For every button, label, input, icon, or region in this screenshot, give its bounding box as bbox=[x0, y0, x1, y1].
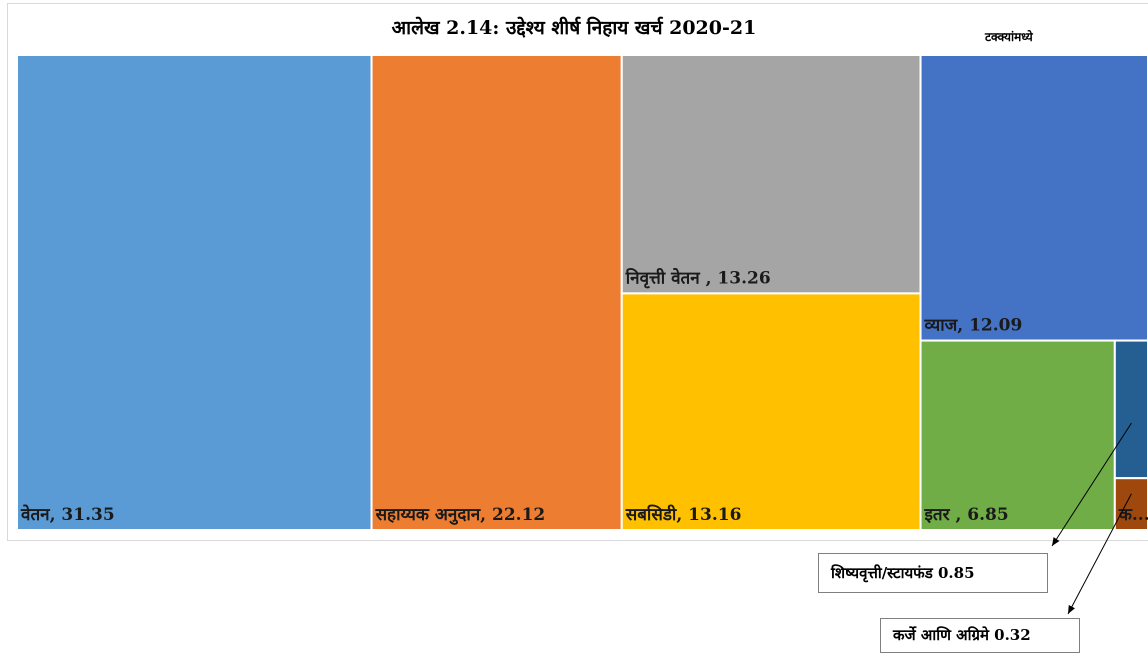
tile-subsidy-label: सबसिडी, 13.16 bbox=[625, 504, 742, 525]
tile-loans bbox=[1113, 477, 1148, 532]
chart-title: आलेख 2.14: उद्देश्य शीर्ष निहाय खर्च 202… bbox=[391, 17, 757, 39]
tile-pension bbox=[620, 54, 922, 295]
tile-loans-label: क... bbox=[1118, 505, 1148, 525]
callout-scholarship: शिष्यवृत्ती/स्टायफंड 0.85 bbox=[818, 553, 1048, 593]
leader-line-loans-head bbox=[1068, 605, 1075, 614]
leader-line-scholarship-head bbox=[1052, 537, 1060, 546]
callout-loans: कर्जे आणि अग्रिमे 0.32 bbox=[880, 618, 1080, 653]
tile-scholarship bbox=[1113, 339, 1148, 480]
tile-grants-label: सहाय्यक अनुदान, 22.12 bbox=[375, 505, 546, 525]
tile-other bbox=[919, 339, 1116, 532]
leader-line-loans bbox=[1067, 493, 1132, 615]
tile-other-label: इतर , 6.85 bbox=[924, 505, 1009, 525]
leader-line-scholarship bbox=[1051, 422, 1132, 547]
tile-pension-label: निवृत्ती वेतन , 13.26 bbox=[625, 267, 771, 288]
tile-interest bbox=[919, 54, 1148, 342]
unit-label: टक्क्यांमध्ये bbox=[985, 30, 1033, 44]
tile-subsidy bbox=[620, 292, 922, 531]
tile-grants bbox=[370, 54, 623, 531]
tile-interest-label: व्याज, 12.09 bbox=[924, 316, 1023, 336]
tile-salary bbox=[16, 54, 373, 531]
tile-salary-label: वेतन, 31.35 bbox=[20, 504, 115, 525]
